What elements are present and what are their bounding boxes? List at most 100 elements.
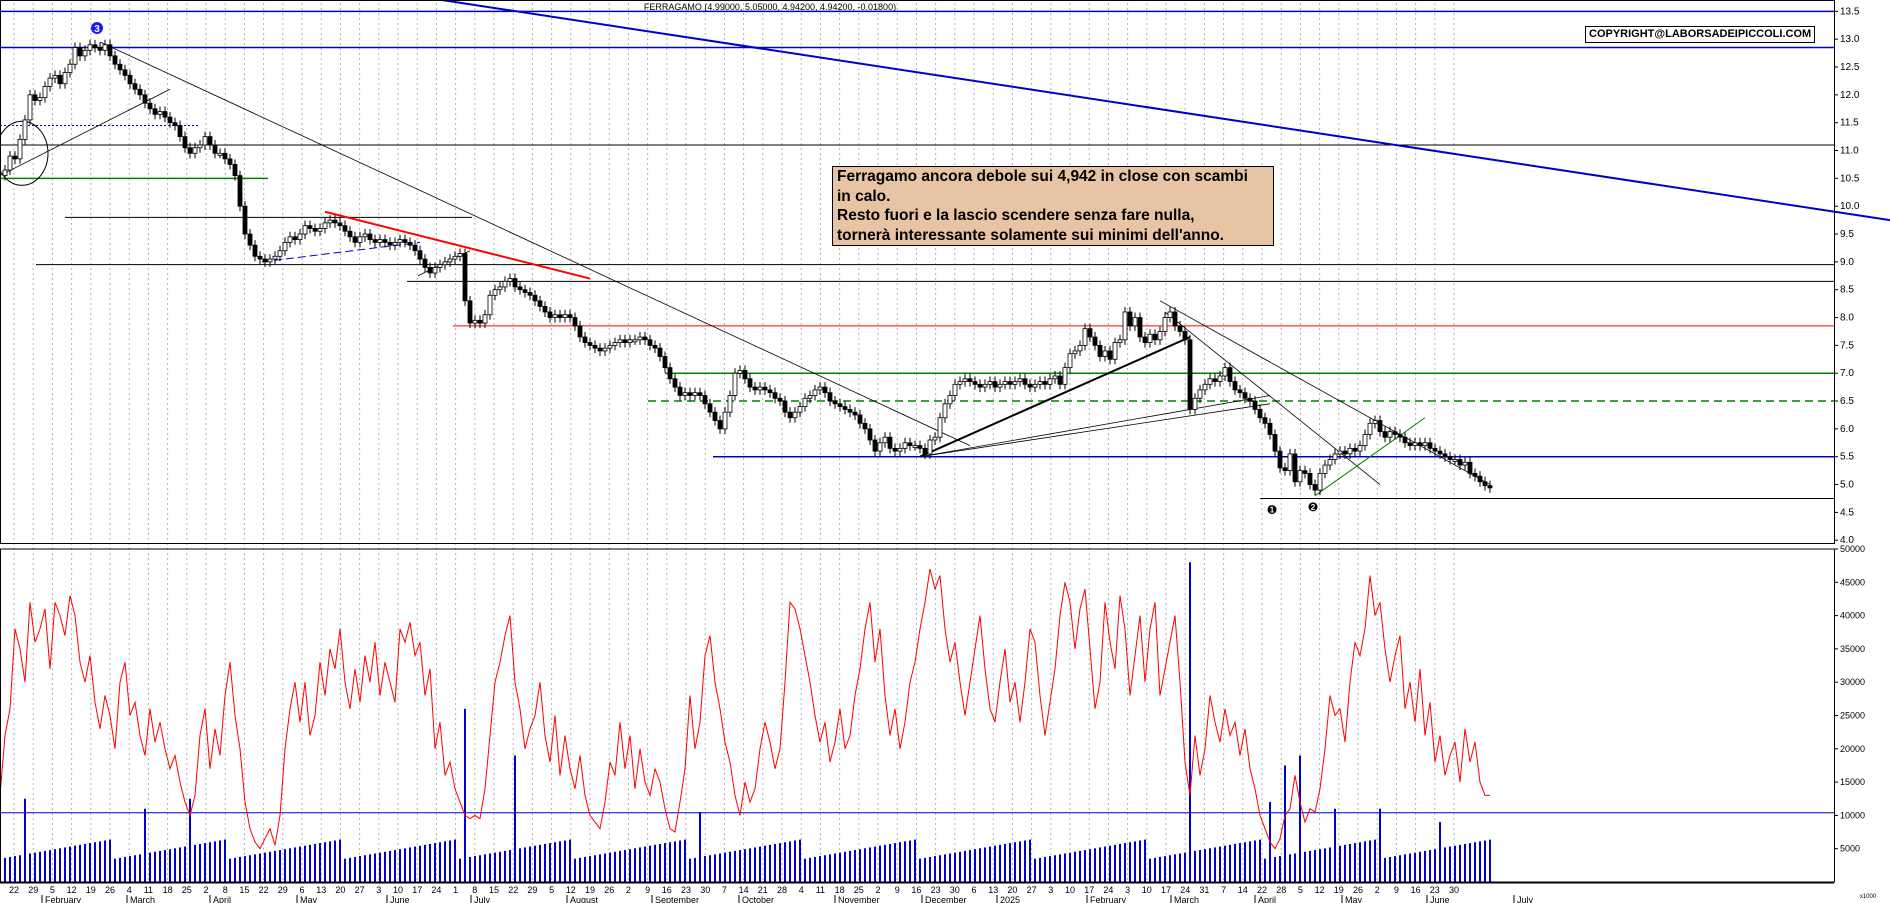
volume-bar: [624, 850, 626, 882]
candle-body: [572, 317, 578, 327]
candle-body: [1432, 447, 1438, 452]
candle-body: [1437, 450, 1443, 455]
candle-body: [472, 319, 478, 324]
day-tick-label: 31: [1199, 885, 1209, 895]
candle-body: [517, 286, 523, 291]
volume-bar: [959, 851, 961, 882]
day-tick-label: 13: [316, 885, 326, 895]
candle-body: [1062, 367, 1068, 385]
candle-body: [1247, 397, 1253, 402]
candle-body: [1267, 422, 1273, 435]
day-tick-label: 22: [1257, 885, 1267, 895]
candle-body: [777, 397, 783, 402]
volume-bar: [1489, 839, 1491, 882]
volume-bar: [1324, 848, 1326, 882]
candle-body: [342, 225, 348, 232]
volume-bar: [99, 841, 101, 882]
month-tick-label: June: [390, 895, 410, 903]
candle-body: [917, 445, 923, 449]
candle-body: [1117, 339, 1123, 343]
volume-bar: [189, 798, 191, 882]
price-frame: [0, 0, 1835, 544]
price-tick-label: 8.5: [1840, 285, 1854, 296]
volume-bar: [849, 850, 851, 882]
candle-body: [197, 144, 203, 149]
price-tick-label: 13.0: [1840, 34, 1860, 45]
candle-body: [1322, 464, 1328, 474]
candle-body: [237, 175, 243, 207]
price-tick-label: 4.0: [1840, 535, 1854, 546]
candle-body: [1102, 350, 1108, 357]
long-blue-trendline: [435, 0, 1890, 222]
day-tick-label: 2: [1375, 885, 1380, 895]
volume-bar: [484, 854, 486, 882]
volume-bar: [759, 846, 761, 882]
volume-bar: [919, 858, 921, 882]
candle-body: [942, 403, 948, 419]
vertical-gridlines: [13, 3, 1455, 882]
candle-body: [612, 342, 618, 346]
candle-body: [327, 219, 333, 224]
volume-bar: [389, 850, 391, 882]
candle-body: [767, 389, 773, 394]
horizontal-levels: [0, 10, 1834, 499]
candle-body: [1227, 367, 1233, 382]
candle-body: [1087, 328, 1093, 338]
volume-bar: [204, 843, 206, 882]
candle-body: [857, 414, 863, 424]
day-tick-label: 5: [1298, 885, 1303, 895]
volume-bar: [689, 858, 691, 882]
candle-body: [297, 233, 303, 240]
candle-body: [527, 292, 533, 296]
day-tick-label: 14: [739, 885, 749, 895]
day-tick-label: 6: [971, 885, 976, 895]
candle-body: [397, 239, 403, 243]
candle-body: [812, 389, 818, 396]
candle-body: [862, 422, 868, 430]
day-tick-label: 12: [1315, 885, 1325, 895]
day-tick-label: 10: [1142, 885, 1152, 895]
volume-bar: [1449, 846, 1451, 882]
candle-body: [1042, 381, 1048, 385]
day-tick-label: 11: [816, 885, 825, 895]
volume-bar: [844, 851, 846, 882]
volume-bar: [199, 843, 201, 882]
scale-tag: x1000: [1860, 894, 1877, 900]
month-tick-label: July: [1517, 895, 1534, 903]
month-tick-label: May: [300, 895, 318, 903]
candle-body: [52, 74, 58, 79]
day-tick-label: 15: [239, 885, 249, 895]
volume-bar: [694, 857, 696, 882]
candle-body: [1467, 461, 1473, 474]
price-tick-label: 6.5: [1840, 396, 1854, 407]
candle-body: [807, 395, 813, 399]
candle-body: [787, 411, 793, 419]
volume-bar: [584, 856, 586, 882]
candle-body: [87, 44, 93, 51]
volume-bar: [1014, 842, 1016, 882]
volume-bar: [1219, 846, 1221, 882]
candle-body: [702, 395, 708, 405]
volume-bar: [334, 840, 336, 882]
day-tick-label: 23: [931, 885, 941, 895]
candle-body: [567, 314, 573, 318]
wave-marker-circle: [1308, 502, 1318, 512]
month-tick-label: April: [1258, 895, 1276, 903]
volume-bar: [94, 842, 96, 882]
volume-bar: [649, 845, 651, 882]
volume-bar: [769, 844, 771, 882]
volume-bar: [1444, 847, 1446, 882]
volume-bar: [709, 855, 711, 882]
volume-bar: [859, 849, 861, 882]
candle-body: [1262, 417, 1268, 424]
candle-body: [907, 442, 913, 446]
candle-body: [387, 241, 393, 246]
candle-body: [152, 108, 158, 115]
candle-body: [402, 239, 408, 243]
candle-body: [922, 447, 928, 455]
day-tick-label: 30: [1449, 885, 1459, 895]
day-tick-label: 28: [1276, 885, 1286, 895]
volume-bar: [664, 843, 666, 882]
price-tick-label: 8.0: [1840, 313, 1854, 324]
candle-body: [717, 420, 723, 430]
